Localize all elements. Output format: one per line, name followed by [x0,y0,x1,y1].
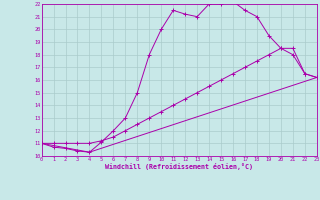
X-axis label: Windchill (Refroidissement éolien,°C): Windchill (Refroidissement éolien,°C) [105,163,253,170]
